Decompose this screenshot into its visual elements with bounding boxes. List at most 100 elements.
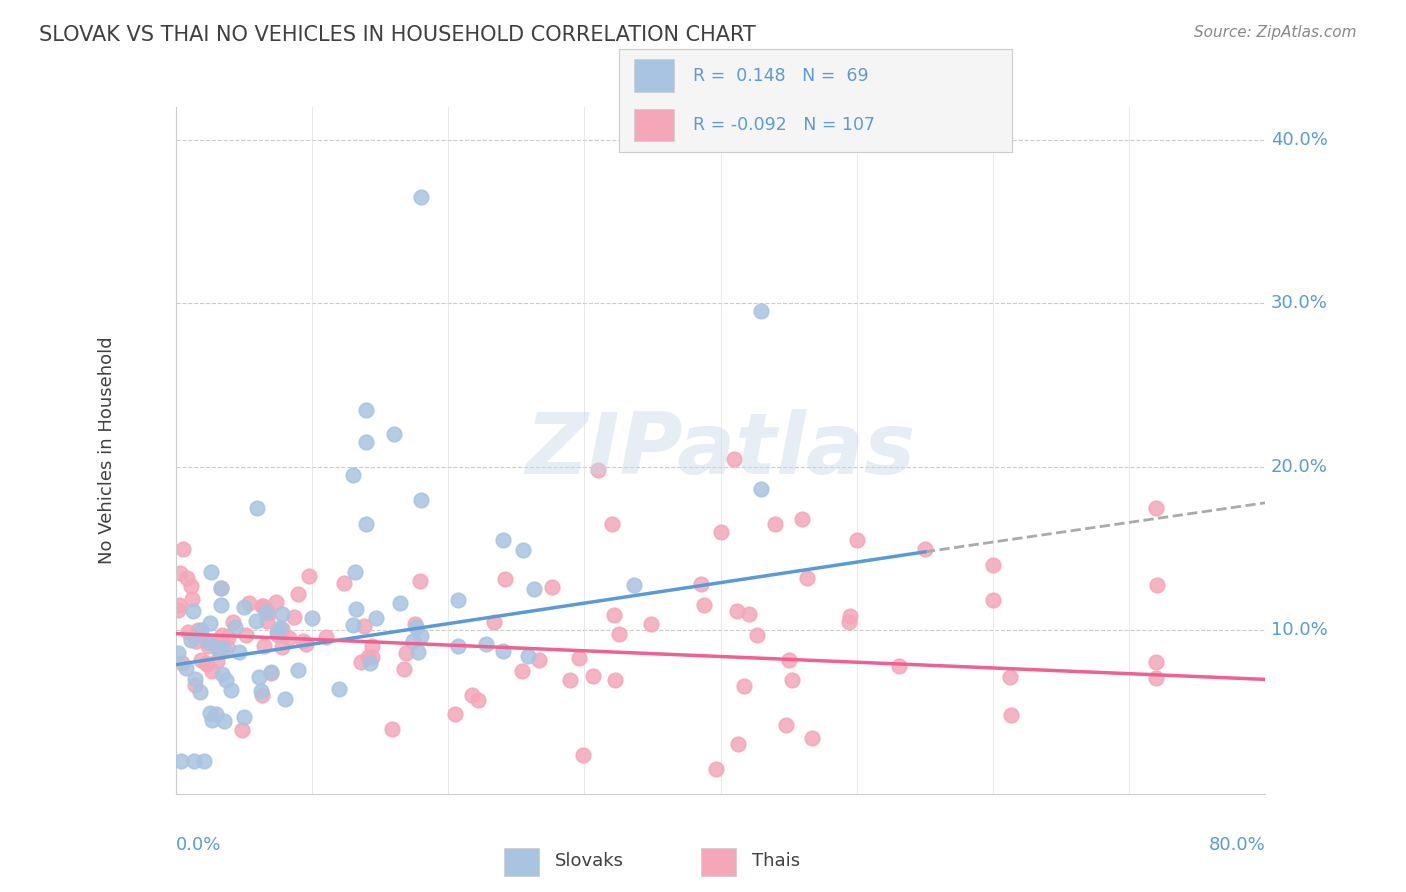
Text: Slovaks: Slovaks: [555, 852, 624, 871]
Point: [184, 633, 207, 648]
Point: [981, 558, 1004, 572]
Point: [266, 628, 288, 642]
Point: [250, 688, 273, 702]
Point: [356, 516, 378, 531]
Point: [266, 624, 288, 639]
Point: [582, 669, 605, 683]
Point: [201, 665, 224, 679]
Point: [188, 684, 211, 698]
Point: [170, 656, 193, 670]
Point: [738, 607, 761, 622]
Point: [640, 616, 662, 631]
Text: ZIPatlas: ZIPatlas: [526, 409, 915, 492]
Point: [342, 467, 364, 482]
Point: [197, 639, 219, 653]
Point: [271, 623, 294, 637]
Point: [228, 645, 250, 659]
Point: [233, 710, 256, 724]
Point: [353, 619, 375, 633]
Point: [492, 644, 515, 658]
Point: [247, 670, 270, 684]
Point: [211, 627, 233, 641]
Point: [845, 533, 868, 548]
Point: [180, 579, 202, 593]
Text: 20.0%: 20.0%: [1271, 458, 1327, 475]
Point: [361, 649, 384, 664]
Point: [405, 619, 427, 633]
Point: [382, 427, 405, 442]
Point: [838, 615, 860, 629]
Point: [344, 565, 367, 579]
Point: [404, 617, 426, 632]
FancyBboxPatch shape: [634, 60, 673, 92]
Point: [224, 620, 246, 634]
Point: [359, 657, 381, 671]
Point: [727, 737, 749, 751]
Point: [381, 723, 404, 737]
Point: [467, 693, 489, 707]
Point: [693, 599, 716, 613]
Point: [190, 623, 212, 637]
FancyBboxPatch shape: [503, 848, 540, 877]
Point: [558, 673, 581, 687]
Point: [402, 633, 425, 648]
Point: [751, 482, 773, 496]
Point: [328, 681, 350, 696]
Point: [253, 639, 276, 653]
Point: [1144, 671, 1167, 685]
Point: [250, 684, 273, 698]
Point: [215, 673, 238, 688]
Point: [222, 615, 245, 629]
Point: [190, 653, 212, 667]
Point: [260, 666, 283, 681]
Text: No Vehicles in Household: No Vehicles in Household: [98, 336, 115, 565]
Point: [800, 731, 823, 746]
Text: 40.0%: 40.0%: [1271, 131, 1327, 149]
Point: [315, 630, 337, 644]
Point: [209, 598, 232, 612]
Point: [1000, 708, 1022, 723]
FancyBboxPatch shape: [700, 848, 737, 877]
Point: [298, 569, 321, 583]
Point: [409, 629, 432, 643]
Point: [260, 665, 283, 679]
Point: [775, 718, 797, 732]
Point: [301, 611, 323, 625]
Point: [889, 658, 911, 673]
Point: [235, 628, 257, 642]
Text: 30.0%: 30.0%: [1271, 294, 1327, 312]
Point: [204, 707, 226, 722]
Point: [914, 541, 936, 556]
Point: [295, 637, 318, 651]
Point: [184, 678, 207, 692]
Point: [201, 713, 224, 727]
Text: R = -0.092   N = 107: R = -0.092 N = 107: [693, 116, 876, 134]
Point: [200, 565, 222, 579]
Text: 80.0%: 80.0%: [1209, 837, 1265, 855]
Text: Source: ZipAtlas.com: Source: ZipAtlas.com: [1194, 25, 1357, 40]
Point: [187, 623, 209, 637]
Point: [395, 646, 418, 660]
Point: [689, 577, 711, 591]
Point: [350, 655, 373, 669]
Point: [176, 661, 198, 675]
Point: [283, 610, 305, 624]
Point: [406, 645, 429, 659]
Point: [510, 664, 533, 678]
Point: [209, 581, 232, 595]
Point: [409, 574, 432, 589]
Point: [409, 492, 432, 507]
Point: [193, 754, 215, 768]
Point: [180, 633, 202, 648]
Point: [245, 614, 267, 628]
Point: [169, 566, 191, 580]
Point: [197, 635, 219, 649]
Point: [356, 402, 378, 417]
Point: [177, 625, 200, 640]
Point: [274, 691, 297, 706]
Point: [344, 601, 367, 615]
Point: [1144, 500, 1167, 515]
Point: [172, 541, 194, 556]
Point: [745, 628, 768, 642]
Point: [238, 596, 260, 610]
